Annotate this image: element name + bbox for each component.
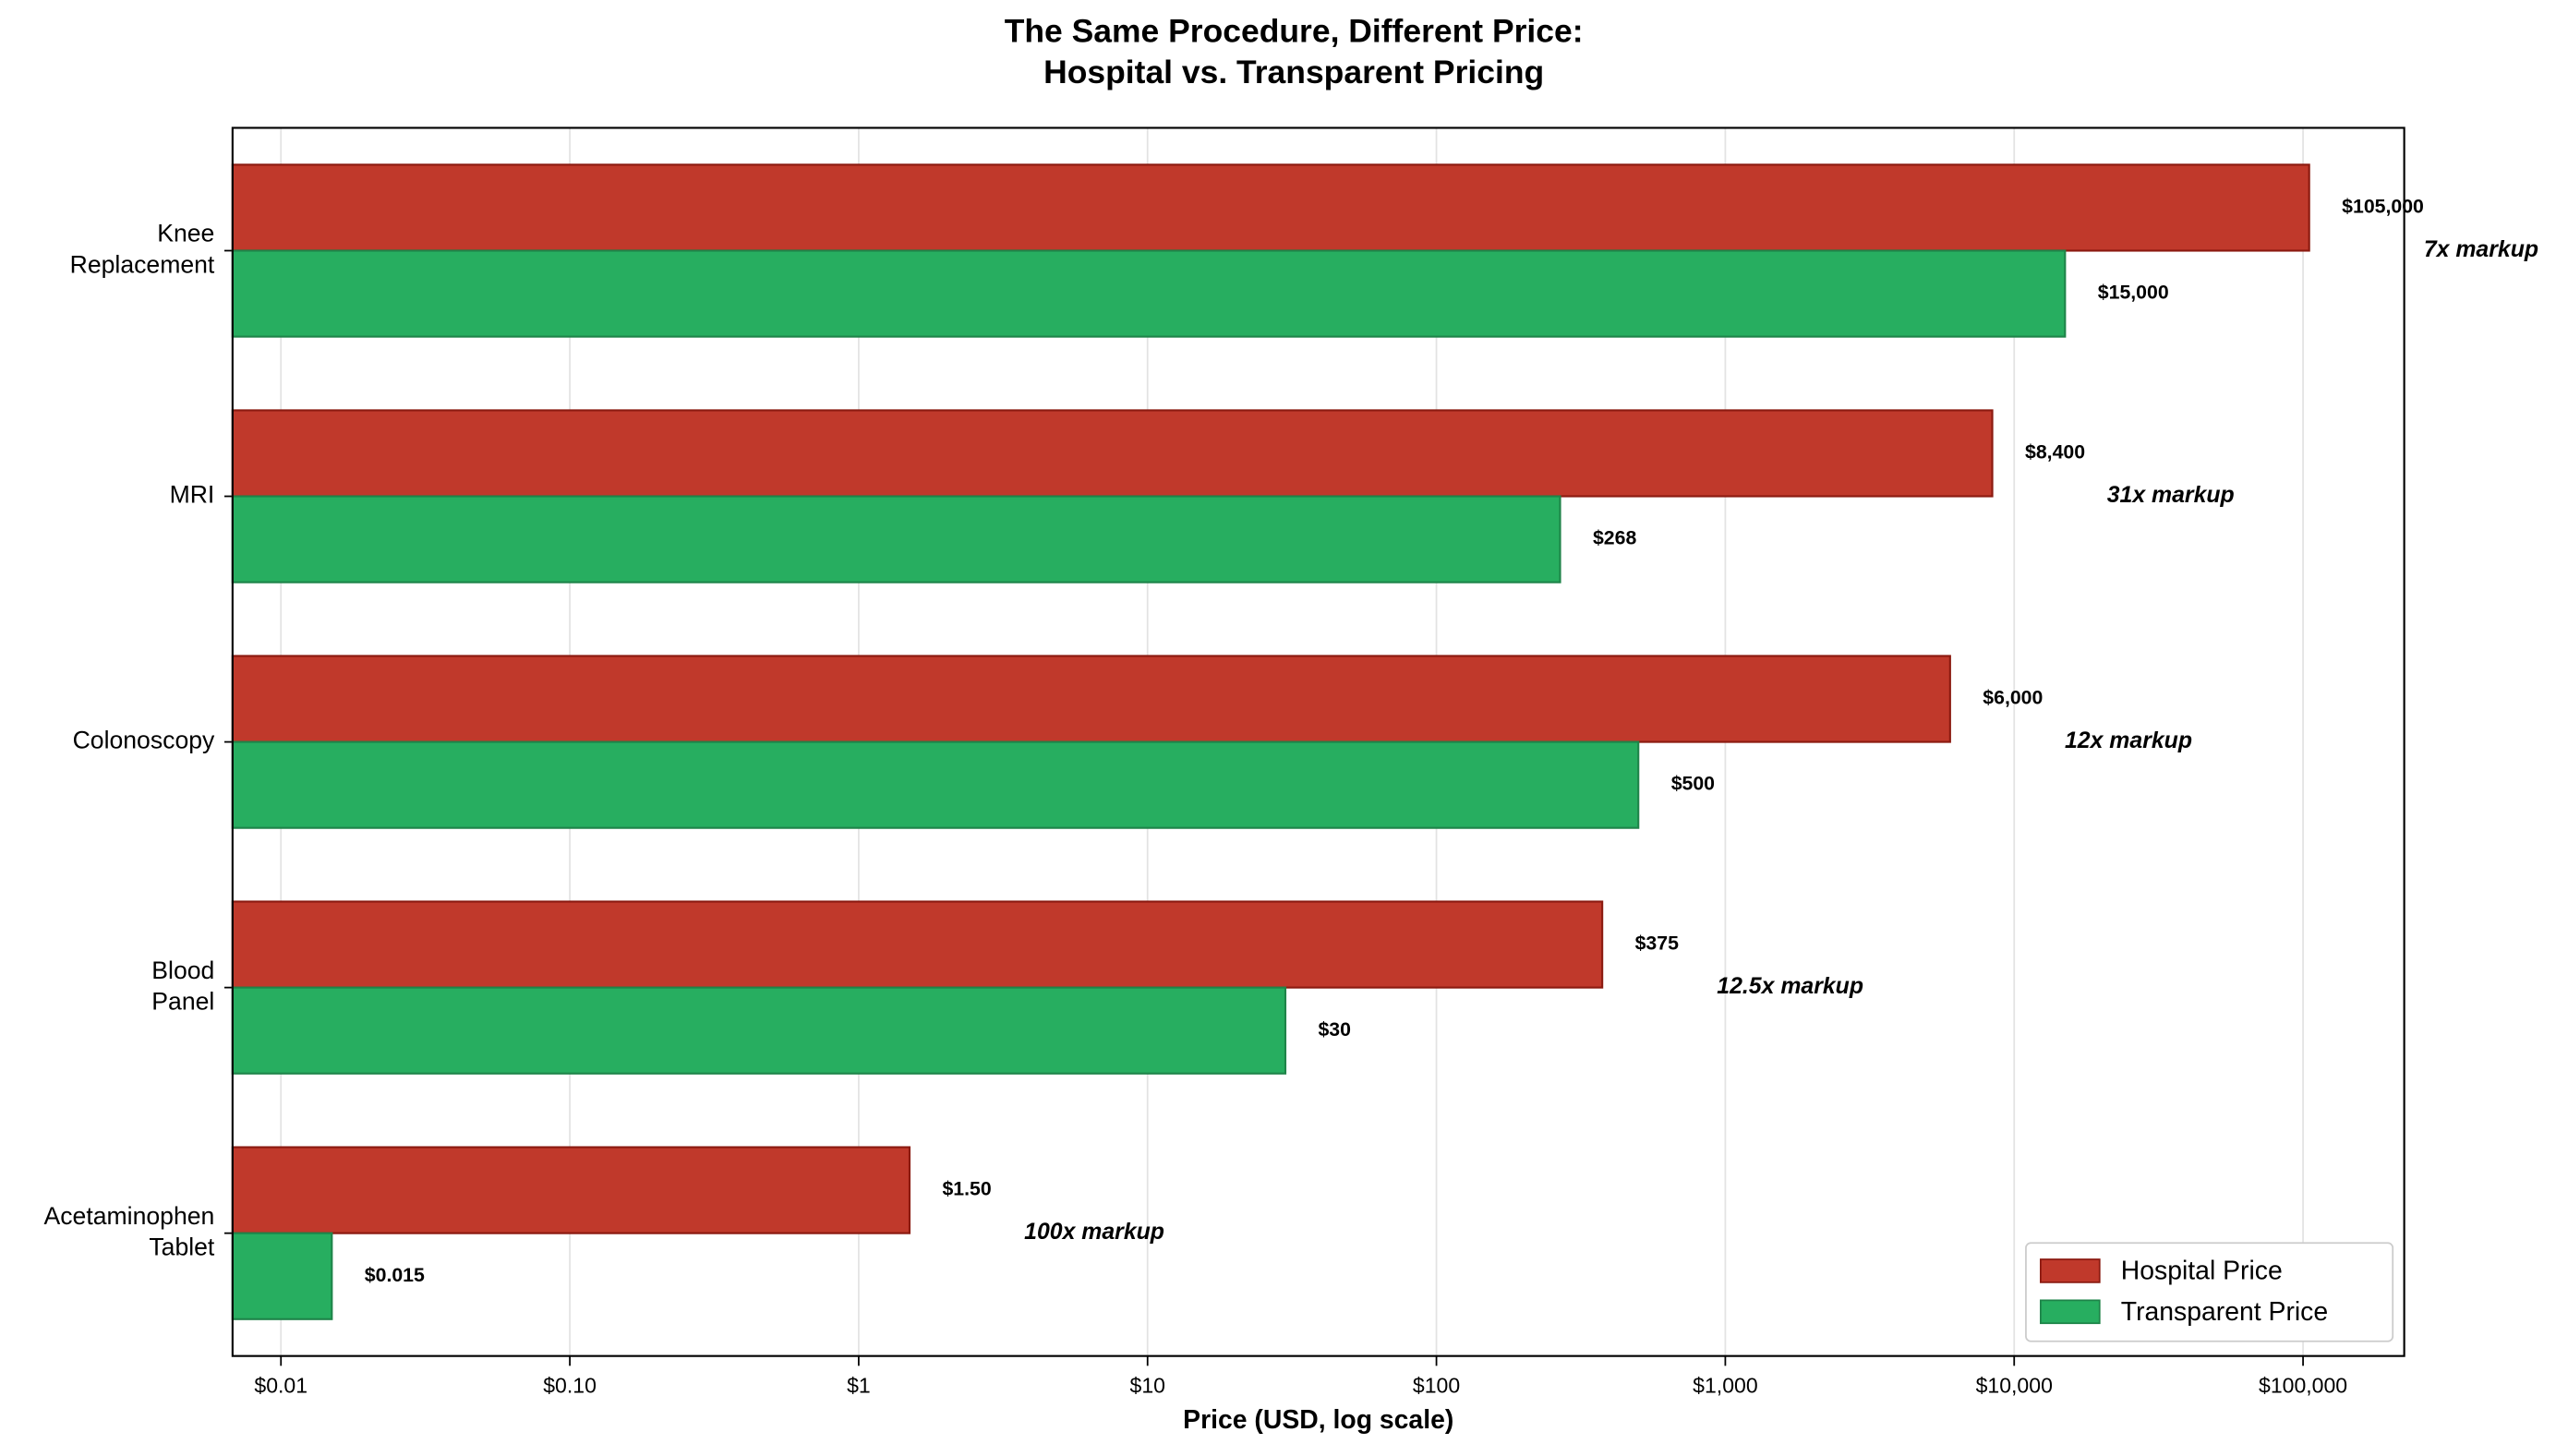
markup-annotation: 12x markup bbox=[2065, 728, 2192, 753]
value-label: $8,400 bbox=[2025, 441, 2085, 463]
y-tick-label: Colonoscopy bbox=[73, 727, 215, 754]
bar bbox=[231, 986, 1287, 1075]
value-label: $268 bbox=[1593, 527, 1636, 549]
y-tick-label: MRI bbox=[170, 481, 215, 509]
markup-annotation: 31x markup bbox=[2107, 483, 2235, 508]
x-tick-label: $1,000 bbox=[1693, 1373, 1758, 1397]
x-tick-label: $0.01 bbox=[254, 1373, 307, 1397]
legend-box bbox=[2025, 1242, 2394, 1342]
bar bbox=[231, 900, 1604, 989]
bar bbox=[231, 495, 1561, 584]
value-label: $15,000 bbox=[2098, 282, 2169, 304]
y-tick-label: Blood Panel bbox=[151, 957, 214, 1016]
x-tick-label: $1 bbox=[847, 1373, 871, 1397]
x-tick-label: $0.10 bbox=[543, 1373, 597, 1397]
markup-annotation: 7x markup bbox=[2424, 237, 2538, 262]
x-tick-label: $100 bbox=[1413, 1373, 1460, 1397]
x-axis-label: Price (USD, log scale) bbox=[1183, 1405, 1453, 1435]
x-tick-label: $10,000 bbox=[1976, 1373, 2053, 1397]
value-label: $6,000 bbox=[1983, 687, 2043, 709]
value-label: $30 bbox=[1318, 1018, 1350, 1041]
y-tick-label: Knee Replacement bbox=[70, 220, 215, 279]
legend-swatch bbox=[2040, 1258, 2101, 1283]
value-label: $0.015 bbox=[365, 1264, 425, 1286]
plot-frame bbox=[231, 126, 2405, 1357]
bar bbox=[231, 655, 1951, 743]
x-tick-label: $100,000 bbox=[2259, 1373, 2347, 1397]
bar bbox=[231, 740, 1640, 829]
value-label: $1.50 bbox=[942, 1178, 991, 1200]
bar bbox=[231, 409, 1994, 498]
x-tick-label: $10 bbox=[1130, 1373, 1165, 1397]
legend-label: Transparent Price bbox=[2121, 1297, 2328, 1327]
value-label: $500 bbox=[1671, 773, 1715, 795]
legend-swatch bbox=[2040, 1299, 2101, 1325]
value-label: $105,000 bbox=[2342, 196, 2424, 218]
value-label: $375 bbox=[1635, 933, 1679, 955]
chart-title: The Same Procedure, Different Price: Hosp… bbox=[1005, 13, 1584, 90]
markup-annotation: 100x markup bbox=[1024, 1220, 1164, 1245]
bar bbox=[231, 249, 2067, 338]
legend-label: Hospital Price bbox=[2121, 1257, 2283, 1286]
bar bbox=[231, 1146, 911, 1234]
y-tick-label: Acetaminophen Tablet bbox=[44, 1202, 215, 1261]
bar bbox=[231, 163, 2310, 252]
markup-annotation: 12.5x markup bbox=[1717, 974, 1863, 999]
bar bbox=[231, 1232, 333, 1320]
